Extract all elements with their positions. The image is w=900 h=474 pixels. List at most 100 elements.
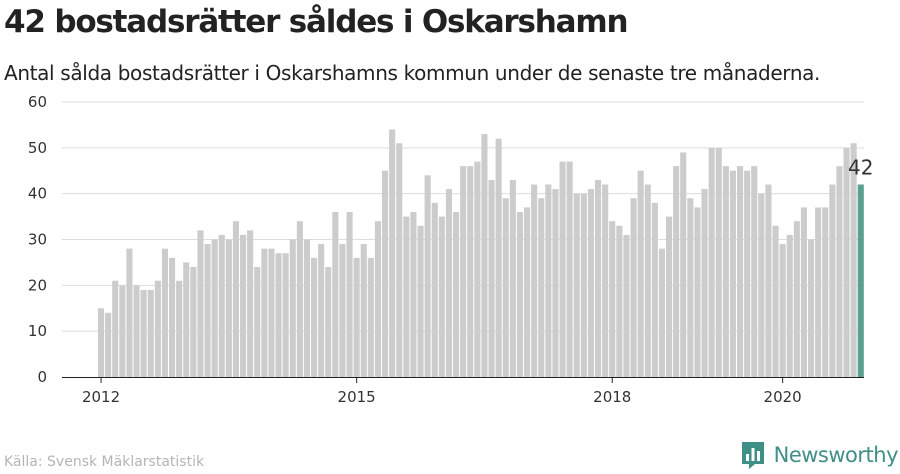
bar (715, 147, 722, 377)
bar (815, 207, 822, 377)
bar (460, 166, 467, 377)
x-axis-ticks: 2012 2015 2018 2020 (82, 377, 802, 406)
x-tick-label: 2020 (764, 388, 802, 406)
bar-latest (857, 184, 864, 377)
bar (119, 285, 126, 377)
bar (247, 230, 254, 377)
bar (183, 262, 190, 377)
bar (218, 234, 225, 377)
bar (751, 166, 758, 377)
bar (836, 166, 843, 377)
brand-name: Newsworthy (773, 443, 899, 467)
bar (516, 212, 523, 377)
bar (225, 239, 232, 377)
bar (580, 193, 587, 377)
bar (758, 193, 765, 377)
bar (495, 138, 502, 377)
bar (396, 143, 403, 377)
bar (573, 193, 580, 377)
bar (559, 161, 566, 377)
bar (637, 170, 644, 377)
bar (240, 234, 247, 377)
y-tick-label: 60 (28, 93, 47, 111)
bar (438, 216, 445, 377)
bar (772, 225, 779, 377)
bar (303, 239, 310, 377)
bar (793, 221, 800, 377)
bar (403, 216, 410, 377)
bar-chart: 0 10 20 30 40 50 60 2012 2015 2018 2020 42 (28, 93, 874, 406)
bar (694, 207, 701, 377)
bar (474, 161, 481, 377)
bar (467, 166, 474, 377)
bar (538, 198, 545, 377)
bar (843, 147, 850, 377)
bar (545, 184, 552, 377)
bar (367, 257, 374, 377)
y-tick-label: 0 (37, 368, 47, 386)
bar (211, 239, 218, 377)
bar (808, 239, 815, 377)
bar (190, 267, 197, 377)
bar (296, 221, 303, 377)
bar (729, 170, 736, 377)
bar (595, 179, 602, 377)
bar (197, 230, 204, 377)
bar (822, 207, 829, 377)
bar (623, 234, 630, 377)
bar (112, 280, 119, 377)
y-tick-label: 30 (28, 231, 47, 249)
bar (765, 184, 772, 377)
bar (154, 280, 161, 377)
bar (602, 184, 609, 377)
bar (275, 253, 282, 377)
annotations: 42 (848, 156, 873, 180)
bar (744, 170, 751, 377)
bar (325, 267, 332, 377)
bar (502, 198, 509, 377)
bar (169, 257, 176, 377)
bar (254, 267, 261, 377)
chart-subtitle: Antal sålda bostadsrätter i Oskarshamns … (4, 61, 821, 85)
bar (566, 161, 573, 377)
bar (268, 248, 275, 377)
bar (382, 170, 389, 377)
bar (318, 244, 325, 377)
x-tick-label: 2012 (82, 388, 120, 406)
bar (687, 198, 694, 377)
bar (360, 244, 367, 377)
bar (105, 312, 112, 377)
bar (644, 184, 651, 377)
bar (374, 221, 381, 377)
bar (524, 207, 531, 377)
bar (658, 248, 665, 377)
bar (389, 129, 396, 377)
bar (204, 244, 211, 377)
bar (289, 239, 296, 377)
bar (552, 189, 559, 377)
bar (786, 234, 793, 377)
bar (140, 289, 147, 377)
bar (98, 308, 105, 377)
bar (424, 175, 431, 377)
bar (488, 179, 495, 377)
x-tick-label: 2018 (593, 388, 631, 406)
last-value-label: 42 (848, 156, 873, 180)
bar (261, 248, 268, 377)
bar (509, 179, 516, 377)
source-note: Källa: Svensk Mäklarstatistik (4, 454, 205, 470)
bar (630, 198, 637, 377)
newsworthy-logo-icon (741, 442, 764, 469)
bar (410, 212, 417, 377)
y-tick-label: 40 (28, 185, 47, 203)
y-tick-label: 20 (28, 276, 47, 294)
bar (481, 134, 488, 377)
bar (850, 143, 857, 377)
bar (282, 253, 289, 377)
bar (531, 184, 538, 377)
bar (147, 289, 154, 377)
bar (722, 166, 729, 377)
bar (680, 152, 687, 377)
bar (176, 280, 183, 377)
bar (339, 244, 346, 377)
